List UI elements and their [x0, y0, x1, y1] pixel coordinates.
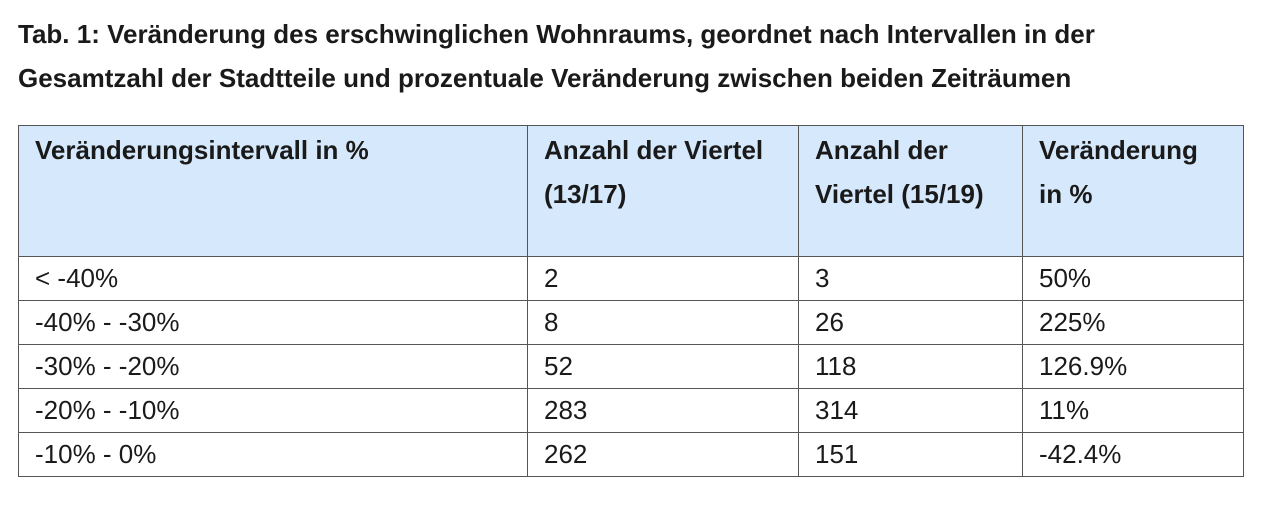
table-body: < -40% 2 3 50% -40% - -30% 8 26 225% -30…: [18, 256, 1244, 477]
cell-count-13-17: 283: [527, 388, 799, 433]
cell-count-15-19: 26: [798, 300, 1023, 345]
cell-change-percent: 225%: [1022, 300, 1244, 345]
cell-interval: -20% - -10%: [18, 388, 528, 433]
table-row: < -40% 2 3 50%: [18, 256, 1244, 301]
table-row: -40% - -30% 8 26 225%: [18, 300, 1244, 345]
header-row: Veränderungsintervall in % Anzahl der Vi…: [18, 125, 1244, 257]
header-change-percent: Veränderung in %: [1022, 125, 1244, 257]
cell-interval: -10% - 0%: [18, 432, 528, 477]
table-caption: Tab. 1: Veränderung des erschwinglichen …: [18, 12, 1268, 100]
cell-interval: < -40%: [18, 256, 528, 301]
cell-count-15-19: 314: [798, 388, 1023, 433]
header-count-13-17: Anzahl der Viertel (13/17): [527, 125, 799, 257]
cell-interval: -30% - -20%: [18, 344, 528, 389]
cell-interval: -40% - -30%: [18, 300, 528, 345]
cell-count-15-19: 151: [798, 432, 1023, 477]
cell-count-13-17: 8: [527, 300, 799, 345]
cell-change-percent: 50%: [1022, 256, 1244, 301]
cell-count-13-17: 262: [527, 432, 799, 477]
table-row: -10% - 0% 262 151 -42.4%: [18, 432, 1244, 477]
cell-change-percent: 11%: [1022, 388, 1244, 433]
cell-change-percent: 126.9%: [1022, 344, 1244, 389]
cell-count-13-17: 2: [527, 256, 799, 301]
caption-line-2: Gesamtzahl der Stadtteile und prozentual…: [18, 63, 1072, 93]
caption-line-1: Tab. 1: Veränderung des erschwinglichen …: [18, 19, 1095, 49]
cell-count-15-19: 118: [798, 344, 1023, 389]
table-header: Veränderungsintervall in % Anzahl der Vi…: [18, 125, 1244, 257]
table-row: -30% - -20% 52 118 126.9%: [18, 344, 1244, 389]
cell-change-percent: -42.4%: [1022, 432, 1244, 477]
header-count-15-19: Anzahl der Viertel (15/19): [798, 125, 1023, 257]
header-interval: Veränderungsintervall in %: [18, 125, 528, 257]
table-row: -20% - -10% 283 314 11%: [18, 388, 1244, 433]
cell-count-15-19: 3: [798, 256, 1023, 301]
cell-count-13-17: 52: [527, 344, 799, 389]
data-table: Veränderungsintervall in % Anzahl der Vi…: [18, 125, 1244, 477]
